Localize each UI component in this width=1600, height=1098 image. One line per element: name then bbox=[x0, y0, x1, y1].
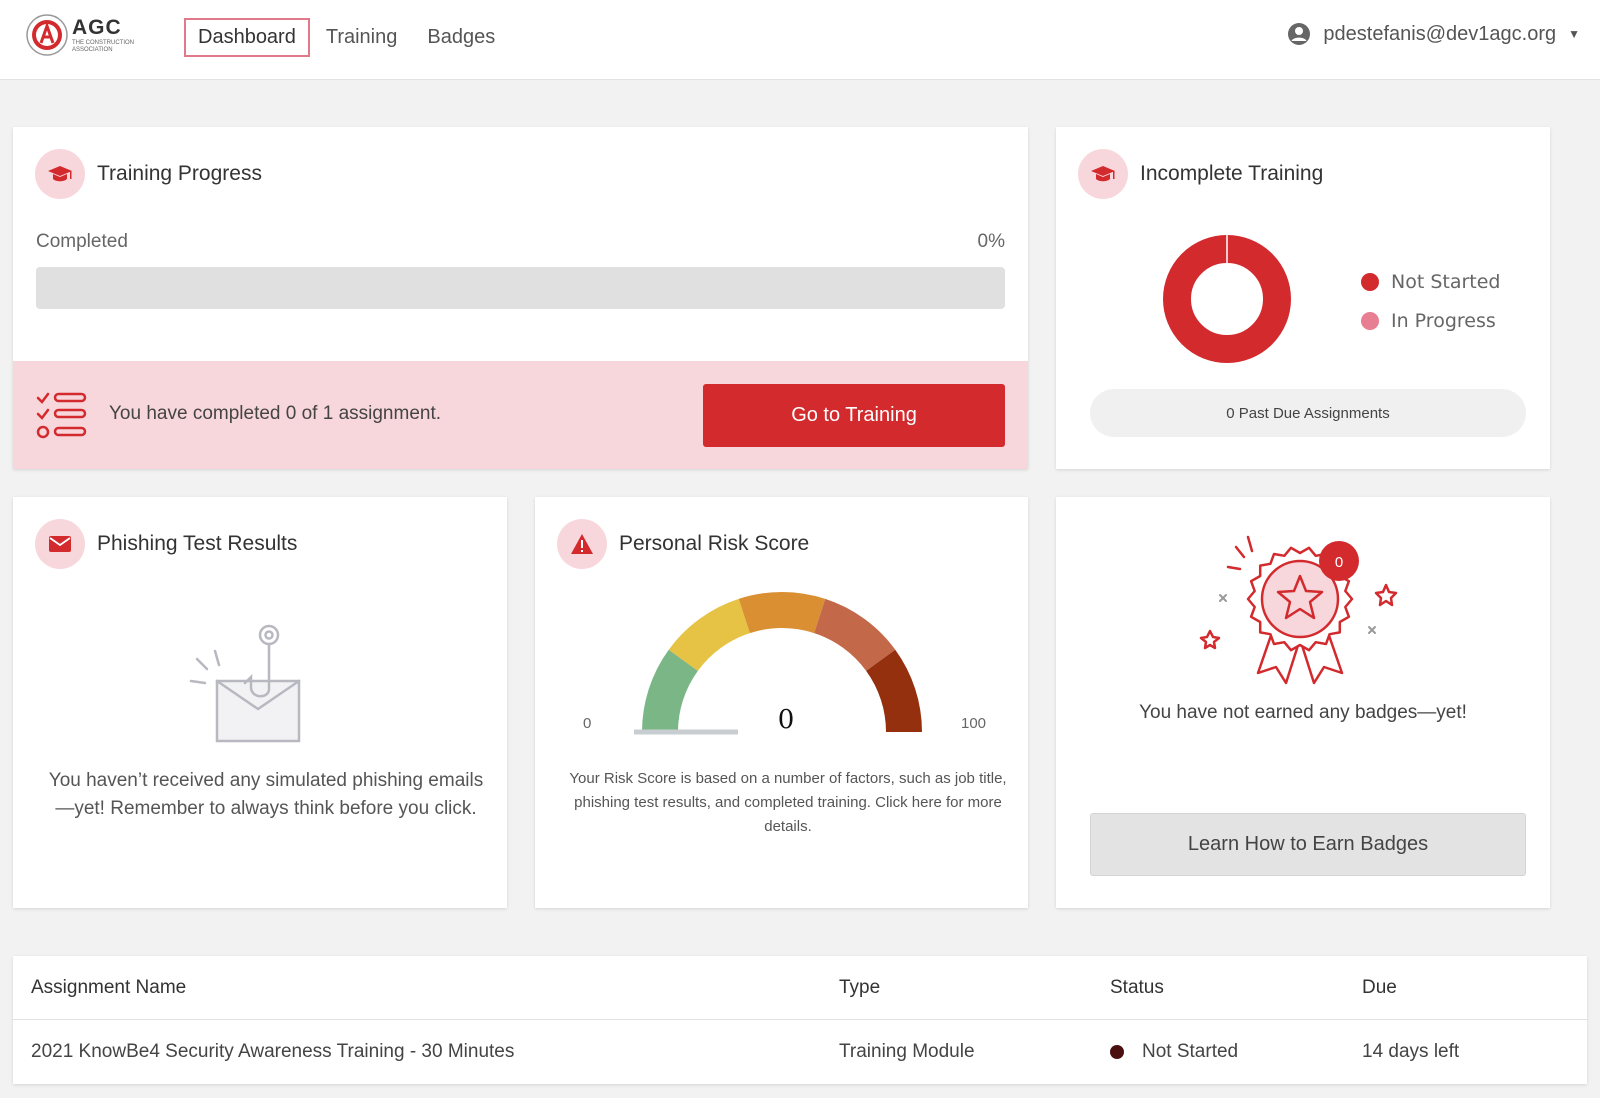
agc-seal-icon bbox=[26, 14, 68, 56]
nav-dashboard[interactable]: Dashboard bbox=[184, 18, 310, 57]
completed-percent: 0% bbox=[977, 231, 1005, 252]
phishing-message: You haven’t received any simulated phish… bbox=[48, 770, 484, 819]
col-assignment-name[interactable]: Assignment Name bbox=[31, 976, 187, 998]
top-navbar: AGC THE CONSTRUCTION ASSOCIATION Dashboa… bbox=[0, 0, 1600, 80]
gauge-segment bbox=[814, 598, 896, 671]
warning-icon bbox=[557, 519, 607, 569]
incomplete-training-donut bbox=[1163, 235, 1291, 363]
training-progress-card: Training Progress Completed 0% You have … bbox=[13, 127, 1028, 469]
risk-max-label: 100 bbox=[961, 715, 987, 732]
risk-score-value: 0 bbox=[777, 705, 795, 735]
row-status: Not Started bbox=[1110, 1041, 1238, 1063]
risk-title: Personal Risk Score bbox=[619, 532, 810, 555]
legend-item-in-progress: In Progress bbox=[1361, 310, 1501, 332]
phishing-title: Phishing Test Results bbox=[97, 532, 298, 555]
assignment-summary-text: You have completed 0 of 1 assignment. bbox=[109, 403, 442, 424]
col-status[interactable]: Status bbox=[1110, 976, 1164, 998]
table-row[interactable]: 2021 KnowBe4 Security Awareness Training… bbox=[13, 1020, 1587, 1084]
user-avatar-icon bbox=[1288, 23, 1311, 45]
badge-count: 0 bbox=[1335, 554, 1343, 571]
main-nav: Dashboard Training Badges bbox=[184, 18, 511, 57]
assignment-summary: You have completed 0 of 1 assignment. Go… bbox=[13, 361, 1028, 469]
risk-score-card[interactable]: Personal Risk Score 0 0 100 Your Risk Sc… bbox=[535, 497, 1028, 908]
graduation-cap-icon bbox=[35, 149, 85, 199]
risk-min-label: 0 bbox=[583, 715, 592, 732]
legend-item-not-started: Not Started bbox=[1361, 271, 1501, 293]
table-header: Assignment Name Type Status Due bbox=[13, 956, 1587, 1020]
award-ribbon-icon: 0 bbox=[1199, 535, 1398, 685]
nav-training[interactable]: Training bbox=[325, 26, 398, 48]
user-menu[interactable]: pdestefanis@dev1agc.org ▼ bbox=[1287, 22, 1580, 46]
col-type[interactable]: Type bbox=[839, 976, 881, 998]
agc-logo[interactable]: AGC THE CONSTRUCTION ASSOCIATION bbox=[26, 14, 146, 60]
learn-badges-button[interactable]: Learn How to Earn Badges bbox=[1090, 813, 1526, 876]
graduation-cap-icon bbox=[1078, 149, 1128, 199]
row-due: 14 days left bbox=[1362, 1041, 1460, 1062]
badges-card: 0 You have not earned any badges—yet! Le… bbox=[1056, 497, 1550, 908]
checklist-icon bbox=[36, 392, 87, 439]
gauge-segment bbox=[642, 649, 698, 732]
gauge-segment bbox=[866, 649, 922, 732]
gauge-segment bbox=[738, 592, 826, 634]
training-progress-title: Training Progress bbox=[97, 162, 262, 185]
logo-subtitle: THE CONSTRUCTION ASSOCIATION bbox=[72, 40, 134, 53]
go-to-training-button[interactable]: Go to Training bbox=[703, 384, 1005, 447]
past-due-badge[interactable]: 0 Past Due Assignments bbox=[1090, 389, 1526, 437]
phishing-hook-envelope-icon bbox=[189, 624, 301, 743]
risk-gauge bbox=[634, 592, 922, 735]
assignments-table: Assignment Name Type Status Due 2021 Kno… bbox=[13, 956, 1587, 1084]
nav-badges[interactable]: Badges bbox=[427, 26, 496, 48]
logo-text: AGC bbox=[72, 16, 122, 39]
status-dot-icon bbox=[1110, 1044, 1124, 1059]
phishing-results-card: Phishing Test Results You haven’t receiv… bbox=[13, 497, 507, 908]
row-type: Training Module bbox=[839, 1041, 975, 1062]
envelope-icon bbox=[35, 519, 85, 569]
badges-message: You have not earned any badges—yet! bbox=[1139, 702, 1467, 723]
user-email: pdestefanis@dev1agc.org bbox=[1323, 22, 1557, 45]
chevron-down-icon: ▼ bbox=[1568, 27, 1580, 41]
row-assignment-name[interactable]: 2021 KnowBe4 Security Awareness Training… bbox=[31, 1041, 515, 1062]
completed-label: Completed bbox=[36, 231, 128, 252]
risk-description[interactable]: Your Risk Score is based on a number of … bbox=[569, 770, 1007, 835]
incomplete-training-card: Incomplete Training Not Started In Progr… bbox=[1056, 127, 1550, 469]
gauge-segment bbox=[668, 598, 750, 671]
progress-bar bbox=[36, 267, 1005, 309]
incomplete-training-title: Incomplete Training bbox=[1140, 162, 1324, 185]
col-due[interactable]: Due bbox=[1362, 976, 1397, 998]
donut-legend: Not Started In Progress bbox=[1361, 271, 1501, 349]
